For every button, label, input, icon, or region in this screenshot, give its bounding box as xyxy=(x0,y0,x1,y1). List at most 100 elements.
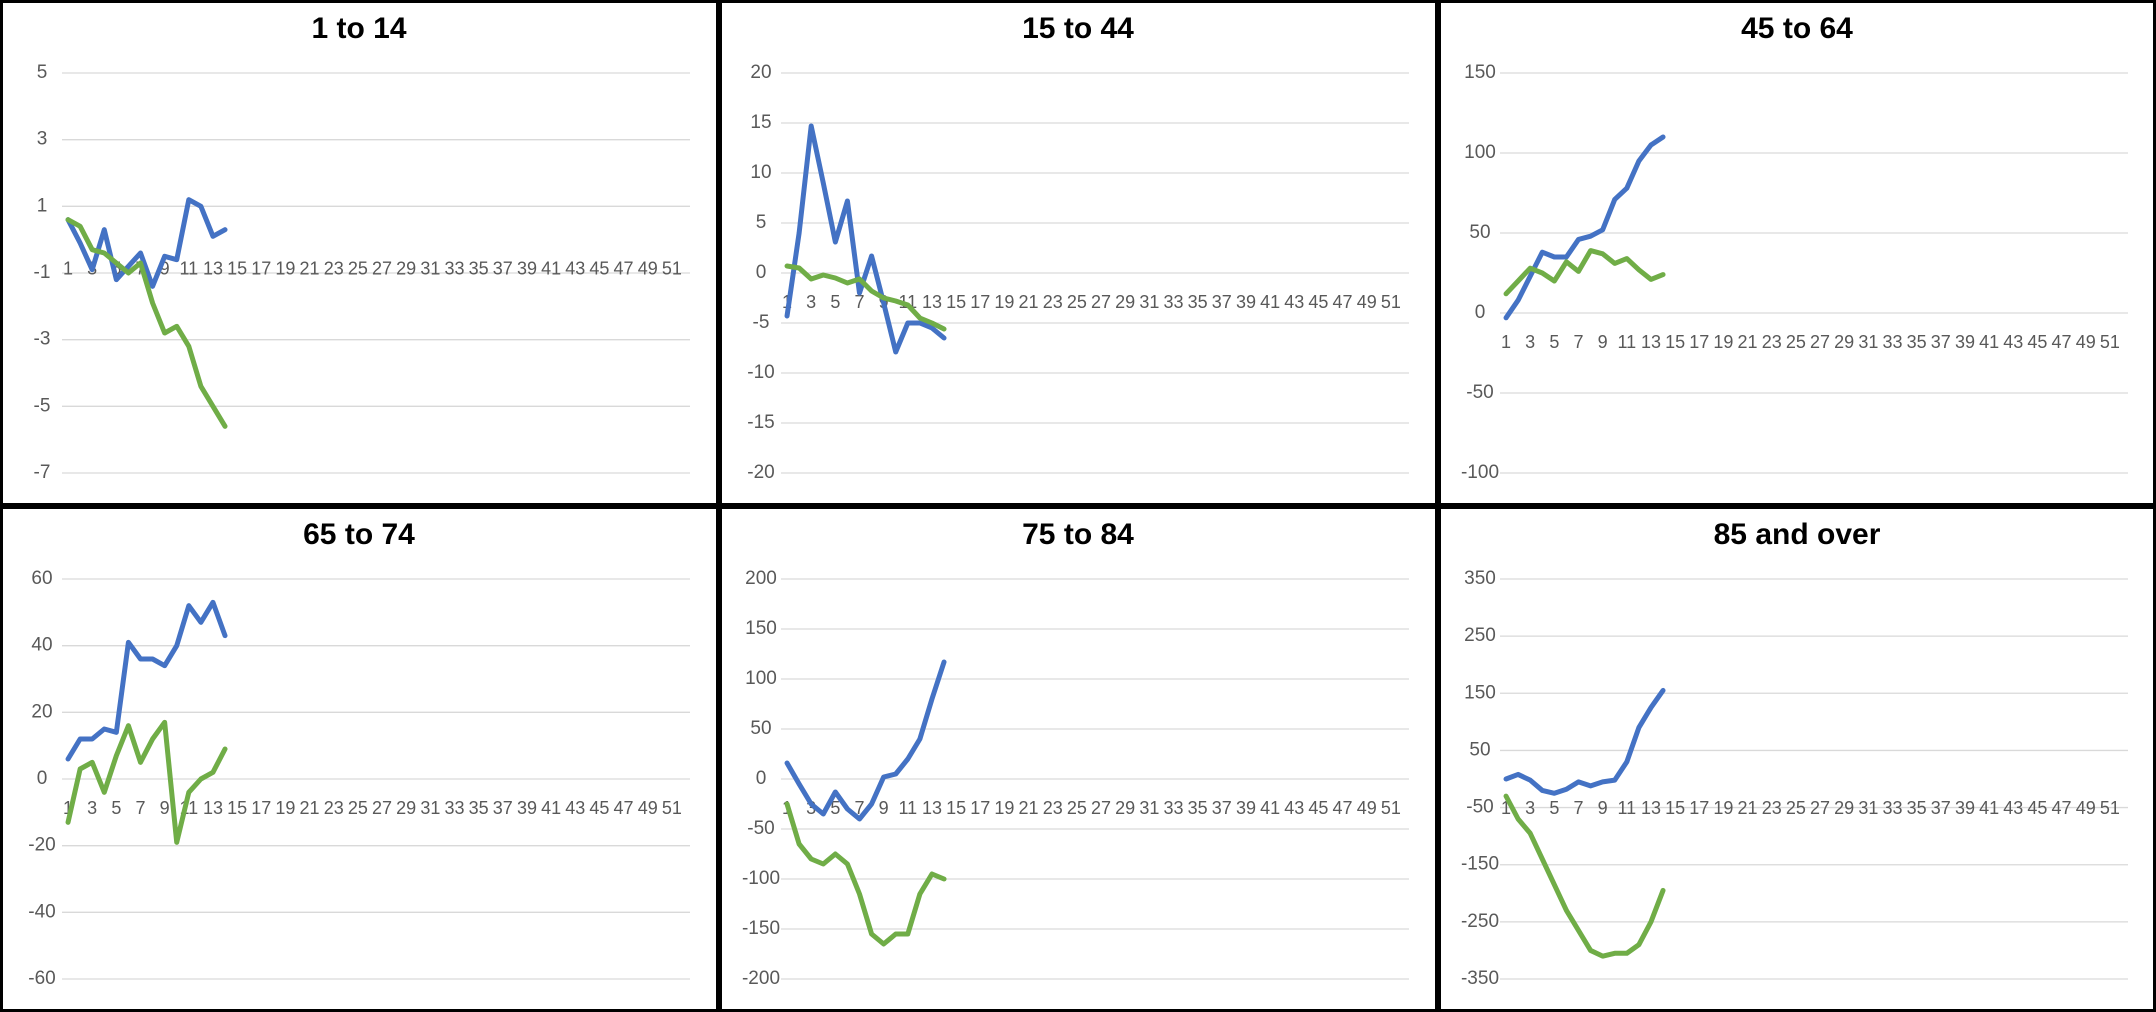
chart-panel: 75 to 84 -200 -150 -100 -50 0 50 100 150 200 1 3 5 7 9… xyxy=(719,506,1438,1012)
x-tick-label: 21 xyxy=(1019,292,1039,312)
x-tick-label: 23 xyxy=(1043,798,1063,818)
series-line xyxy=(784,123,947,355)
x-tick-label: 21 xyxy=(300,798,320,818)
x-tick-label: 33 xyxy=(1882,332,1902,352)
y-tick-label: 40 xyxy=(31,635,52,656)
y-tick-label: -50 xyxy=(1466,797,1493,818)
chart-title: 1 to 14 xyxy=(311,12,406,45)
x-tick-label: 21 xyxy=(1738,798,1758,818)
x-tick-label: 35 xyxy=(469,798,489,818)
y-tick-label: -5 xyxy=(34,395,51,416)
x-tick-label: 7 xyxy=(135,798,145,818)
x-tick-label: 13 xyxy=(203,798,223,818)
panel-border xyxy=(719,0,1438,506)
y-tick-label: -1 xyxy=(34,262,51,283)
x-tick-label: 19 xyxy=(275,798,295,818)
x-tick-label: 31 xyxy=(1139,798,1159,818)
x-tick-label: 21 xyxy=(1019,798,1039,818)
x-tick-label: 13 xyxy=(203,258,223,278)
x-tick-label: 25 xyxy=(348,798,368,818)
x-tick-label: 3 xyxy=(87,798,97,818)
y-tick-label: -3 xyxy=(34,329,51,350)
x-tick-label: 9 xyxy=(879,798,889,818)
x-tick-label: 39 xyxy=(517,258,537,278)
x-tick-label: 15 xyxy=(1665,332,1685,352)
x-tick-label: 11 xyxy=(1617,332,1636,352)
x-tick-label: 45 xyxy=(1308,292,1328,312)
x-tick-label: 47 xyxy=(2052,798,2072,818)
x-tick-label: 51 xyxy=(2100,798,2120,818)
x-tick-label: 13 xyxy=(922,798,942,818)
x-tick-label: 19 xyxy=(994,292,1014,312)
series-line xyxy=(65,197,228,289)
x-tick-label: 39 xyxy=(1236,292,1256,312)
y-tick-label: 0 xyxy=(756,768,767,789)
x-tick-label: 33 xyxy=(444,258,464,278)
panel-border xyxy=(0,506,719,1012)
x-tick-label: 13 xyxy=(1641,798,1661,818)
x-tick-label: 35 xyxy=(1188,292,1208,312)
x-tick-label: 51 xyxy=(1381,798,1401,818)
x-tick-label: 49 xyxy=(638,258,658,278)
x-tick-label: 1 xyxy=(63,798,73,818)
y-tick-label: -60 xyxy=(28,968,55,989)
series-line xyxy=(65,719,228,845)
y-tick-label: 150 xyxy=(1464,62,1496,83)
x-tick-label: 7 xyxy=(854,292,864,312)
x-tick-label: 25 xyxy=(348,258,368,278)
x-tick-label: 23 xyxy=(1762,332,1782,352)
x-tick-label: 17 xyxy=(970,292,990,312)
x-tick-label: 39 xyxy=(517,798,537,818)
series-line xyxy=(1503,134,1666,321)
y-tick-label: 350 xyxy=(1464,568,1496,589)
y-tick-label: 0 xyxy=(1475,302,1486,323)
x-tick-label: 31 xyxy=(420,258,440,278)
x-tick-label: 3 xyxy=(1525,798,1535,818)
y-tick-label: -150 xyxy=(742,918,780,939)
x-tick-label: 35 xyxy=(1188,798,1208,818)
x-tick-label: 45 xyxy=(589,798,609,818)
x-tick-label: 27 xyxy=(1810,332,1830,352)
x-tick-label: 47 xyxy=(614,798,634,818)
y-tick-label: -200 xyxy=(742,968,780,989)
x-tick-label: 45 xyxy=(2027,798,2047,818)
panel-border xyxy=(1438,506,2156,1012)
x-tick-label: 31 xyxy=(1858,332,1878,352)
x-tick-label: 37 xyxy=(1212,798,1232,818)
x-tick-label: 45 xyxy=(589,258,609,278)
x-tick-label: 25 xyxy=(1067,292,1087,312)
y-tick-label: 150 xyxy=(745,618,777,639)
y-tick-label: 20 xyxy=(750,62,771,83)
y-tick-label: -40 xyxy=(28,901,55,922)
x-tick-label: 19 xyxy=(275,258,295,278)
x-tick-label: 43 xyxy=(2003,332,2023,352)
x-tick-label: 5 xyxy=(830,292,840,312)
y-tick-label: -10 xyxy=(747,362,774,383)
y-tick-label: 0 xyxy=(37,768,48,789)
chart-title: 85 and over xyxy=(1714,518,1881,551)
x-tick-label: 47 xyxy=(614,258,634,278)
y-tick-label: 50 xyxy=(750,718,771,739)
x-tick-label: 5 xyxy=(111,798,121,818)
x-tick-label: 5 xyxy=(830,798,840,818)
x-tick-label: 51 xyxy=(2100,332,2120,352)
x-tick-label: 17 xyxy=(970,798,990,818)
x-tick-label: 5 xyxy=(1549,332,1559,352)
x-tick-label: 47 xyxy=(1333,292,1353,312)
x-tick-label: 29 xyxy=(396,798,416,818)
x-tick-label: 49 xyxy=(638,798,658,818)
y-tick-label: 250 xyxy=(1464,625,1496,646)
x-tick-label: 29 xyxy=(1115,292,1135,312)
x-tick-label: 33 xyxy=(444,798,464,818)
x-tick-label: 3 xyxy=(1525,332,1535,352)
x-tick-label: 29 xyxy=(1115,798,1135,818)
x-tick-label: 17 xyxy=(1689,332,1709,352)
x-tick-label: 27 xyxy=(372,258,392,278)
x-tick-label: 33 xyxy=(1163,292,1183,312)
x-tick-label: 45 xyxy=(2027,332,2047,352)
